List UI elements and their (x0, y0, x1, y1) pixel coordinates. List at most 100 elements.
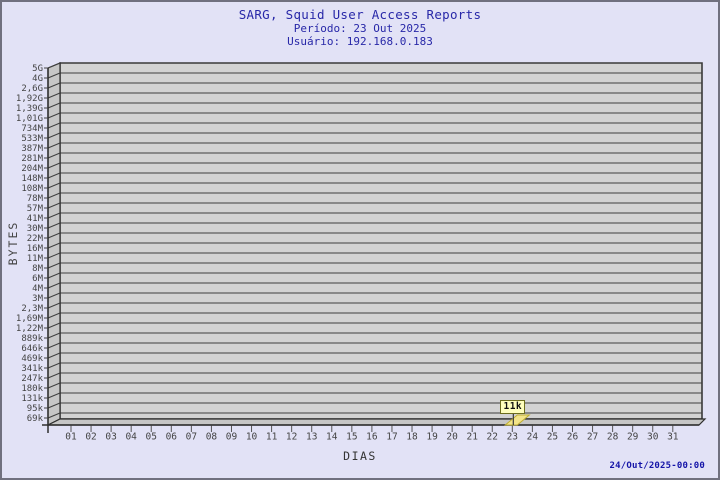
wall-depth-line (47, 362, 61, 369)
wall-depth-line (47, 82, 61, 89)
wall-depth-line (47, 62, 61, 69)
x-tick-label: 06 (166, 432, 178, 443)
y-tick-label: 16M (27, 244, 44, 254)
x-tick-label: 09 (226, 432, 238, 443)
x-tick-label: 18 (406, 432, 418, 443)
x-tick-label: 26 (567, 432, 579, 443)
x-tick-label: 05 (146, 432, 157, 443)
wall-depth-line (47, 172, 61, 179)
y-axis-ticks: 5G4G2,6G1,92G1,39G1,01G734M533M387M281M2… (16, 64, 48, 424)
y-tick-label: 30M (27, 224, 44, 234)
x-tick-label: 13 (306, 432, 317, 443)
x-tick-label: 25 (547, 432, 558, 443)
y-tick-label: 78M (27, 194, 44, 204)
y-tick-label: 341k (21, 364, 43, 374)
y-tick-label: 1,22M (16, 324, 44, 334)
y-tick-label: 41M (27, 214, 44, 224)
generated-timestamp: 24/Out/2025-00:00 (609, 461, 705, 471)
x-tick-label: 07 (186, 432, 197, 443)
x-tick-label: 28 (607, 432, 619, 443)
y-tick-label: 1,69M (16, 314, 44, 324)
y-tick-label: 4M (32, 284, 43, 294)
x-tick-label: 22 (487, 432, 498, 443)
value-callout: 11k (500, 400, 526, 414)
wall-depth-line (47, 312, 61, 319)
chart-subtitle-user: Usuário: 192.168.0.183 (287, 35, 433, 48)
wall-depth-line (47, 272, 61, 279)
x-tick-label: 21 (466, 432, 478, 443)
wall-depth-line (47, 182, 61, 189)
x-tick-label: 08 (206, 432, 218, 443)
wall-depth-line (47, 412, 61, 419)
wall-depth-line (47, 322, 61, 329)
y-tick-label: 57M (27, 204, 44, 214)
wall-depth-line (47, 402, 61, 409)
y-tick-label: 131k (21, 394, 43, 404)
plot-floor (47, 418, 707, 426)
y-tick-label: 204M (21, 164, 43, 174)
y-tick-label: 11M (27, 254, 44, 264)
y-tick-label: 148M (21, 174, 43, 184)
x-tick-label: 30 (647, 432, 659, 443)
y-tick-label: 180k (21, 384, 43, 394)
wall-depth-line (47, 242, 61, 249)
wall-depth-line (47, 142, 61, 149)
y-tick-label: 69k (27, 414, 44, 424)
x-axis-ticks: 01 02 03 04 05 06 07 08 09 10 11 12 13 14 15 16 17 18 19 20… (65, 425, 679, 443)
x-tick-label: 10 (246, 432, 258, 443)
y-tick-label: 734M (21, 124, 43, 134)
wall-depth-line (47, 292, 61, 299)
y-tick-label: 2,3M (21, 304, 43, 314)
y-axis-title: BYTES (6, 221, 20, 266)
gridlines (60, 62, 702, 414)
y-tick-label: 281M (21, 154, 43, 164)
y-tick-label: 4G (32, 74, 43, 84)
y-tick-label: 22M (27, 234, 44, 244)
y-tick-label: 2,6G (21, 84, 43, 94)
x-tick-label: 04 (125, 432, 137, 443)
y-tick-label: 533M (21, 134, 43, 144)
wall-depth-line (47, 252, 61, 259)
x-tick-label: 12 (286, 432, 297, 443)
data-bar-day23 (503, 413, 531, 426)
chart-subtitle-period: Período: 23 Out 2025 (293, 22, 427, 35)
wall-depth-line (47, 202, 61, 209)
wall-depth-line (47, 112, 61, 119)
wall-depth-line (47, 262, 61, 269)
x-tick-label: 15 (346, 432, 357, 443)
x-tick-label: 16 (366, 432, 378, 443)
x-tick-label: 11 (266, 432, 278, 443)
wall-depth-line (47, 342, 61, 349)
wall-depth-line (47, 332, 61, 339)
wall-depth-line (47, 72, 61, 79)
x-tick-label: 24 (527, 432, 539, 443)
wall-depth-lines (47, 62, 61, 419)
wall-depth-line (47, 122, 61, 129)
x-tick-label: 23 (507, 432, 518, 443)
wall-depth-line (47, 282, 61, 289)
wall-depth-line (47, 162, 61, 169)
y-tick-label: 8M (32, 264, 43, 274)
y-tick-label: 1,39G (16, 104, 43, 114)
y-tick-label: 5G (32, 64, 43, 74)
wall-depth-line (47, 392, 61, 399)
y-tick-label: 3M (32, 294, 43, 304)
wall-depth-line (47, 152, 61, 159)
wall-depth-line (47, 92, 61, 99)
y-tick-label: 387M (21, 144, 43, 154)
wall-depth-line (47, 222, 61, 229)
wall-depth-line (47, 132, 61, 139)
x-tick-label: 27 (587, 432, 598, 443)
x-tick-label: 20 (446, 432, 458, 443)
wall-depth-line (47, 372, 61, 379)
y-tick-label: 108M (21, 184, 43, 194)
x-tick-label: 01 (65, 432, 77, 443)
wall-depth-line (47, 382, 61, 389)
wall-depth-line (47, 102, 61, 109)
chart-title: SARG, Squid User Access Reports (238, 7, 482, 22)
wall-depth-line (47, 302, 61, 309)
x-tick-label: 19 (426, 432, 438, 443)
y-tick-label: 469k (21, 354, 43, 364)
